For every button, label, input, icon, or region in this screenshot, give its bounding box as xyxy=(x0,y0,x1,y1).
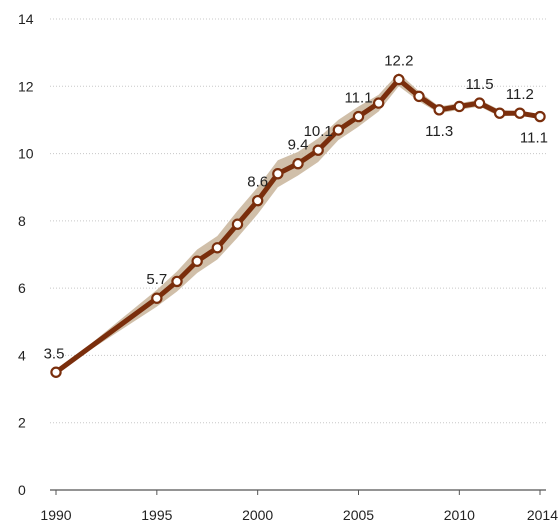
data-point xyxy=(352,110,365,123)
data-point xyxy=(473,97,486,109)
data-label: 11.1 xyxy=(520,130,548,147)
data-label: 10.1 xyxy=(304,123,333,140)
data-label: 3.5 xyxy=(44,345,65,362)
data-point xyxy=(332,124,345,136)
y-axis-ticks: 0 2 4 6 8 10 12 14 xyxy=(18,11,34,498)
data-point xyxy=(393,73,405,86)
data-point xyxy=(413,90,425,103)
data-point xyxy=(534,110,546,123)
data-point xyxy=(312,144,324,156)
data-label: 11.1 xyxy=(344,90,372,107)
data-label: 8.6 xyxy=(247,174,268,191)
band-area xyxy=(56,72,540,373)
data-label: 11.3 xyxy=(425,123,453,140)
data-point xyxy=(231,218,244,230)
series-line xyxy=(53,77,543,375)
data-point xyxy=(433,104,445,116)
data-point xyxy=(514,107,526,119)
data-point xyxy=(171,275,183,288)
data-point xyxy=(151,292,163,304)
data-point xyxy=(453,100,466,113)
data-label: 11.2 xyxy=(506,86,534,103)
data-label: 5.7 xyxy=(146,271,167,288)
data-point xyxy=(272,168,284,180)
y-tick-label: 4 xyxy=(18,347,26,363)
y-tick-label: 6 xyxy=(18,280,26,296)
x-tick-label: 2005 xyxy=(343,507,374,523)
data-label: 9.4 xyxy=(288,137,309,154)
x-tick-label: 2010 xyxy=(444,507,475,523)
x-tick-label: 1995 xyxy=(141,507,172,523)
data-label: 12.2 xyxy=(384,53,413,70)
y-tick-label: 0 xyxy=(18,482,26,498)
x-tick-label: 1990 xyxy=(40,507,71,523)
x-axis-ticks: 1990 1995 2000 2005 2010 2014 xyxy=(40,490,558,523)
x-tick-label: 2014 xyxy=(527,507,558,523)
grid-lines xyxy=(50,18,546,491)
y-tick-label: 14 xyxy=(18,11,34,27)
data-points xyxy=(50,73,546,378)
y-tick-label: 10 xyxy=(18,146,34,162)
confidence-band xyxy=(56,72,540,373)
y-tick-label: 8 xyxy=(18,213,26,229)
data-point xyxy=(50,366,62,378)
y-tick-label: 2 xyxy=(18,415,26,431)
x-tick-label: 2000 xyxy=(242,507,273,523)
data-labels: 3.5 5.7 8.6 9.410.1 11.1 12.2 11.3 11.5 11.2 11.1 xyxy=(44,53,548,363)
data-label: 11.5 xyxy=(465,76,493,93)
data-point xyxy=(211,242,224,254)
data-point xyxy=(251,194,264,207)
data-point xyxy=(191,255,203,267)
data-series xyxy=(53,77,543,375)
data-point xyxy=(493,107,506,119)
data-point xyxy=(292,157,304,170)
data-point xyxy=(372,97,385,109)
y-tick-label: 12 xyxy=(18,78,34,94)
